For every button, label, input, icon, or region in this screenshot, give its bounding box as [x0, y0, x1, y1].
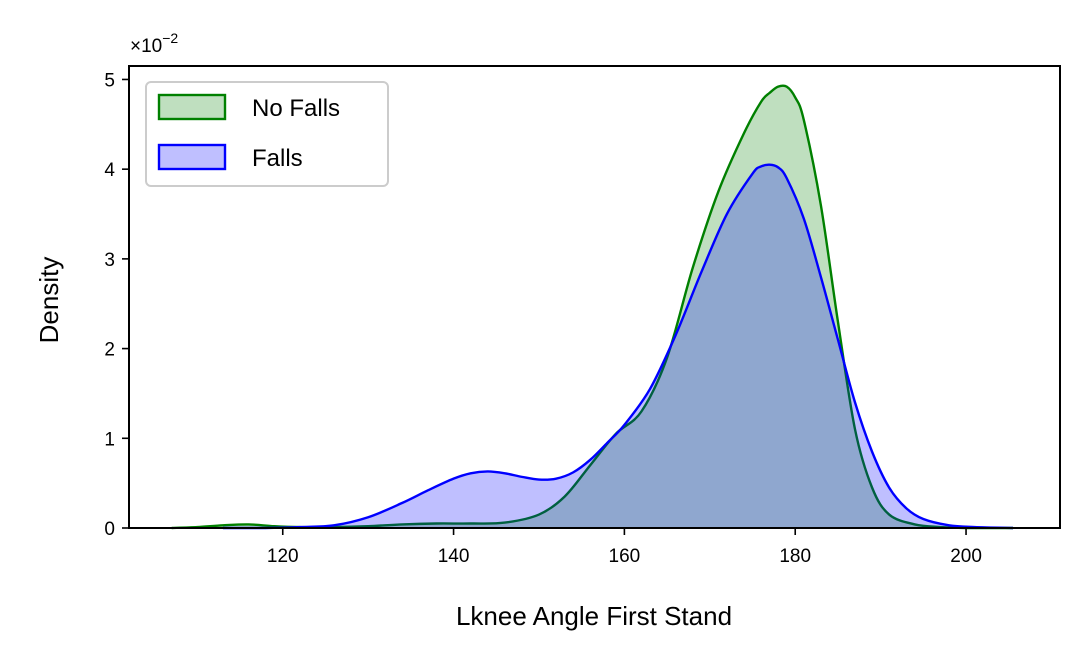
y-offset-label: ×10−2 [130, 30, 178, 57]
area-falls [222, 164, 1014, 528]
x-tick-label: 200 [950, 546, 982, 567]
y-tick-label: 5 [104, 70, 115, 91]
line-falls [222, 163, 1014, 530]
x-tick-label: 160 [609, 546, 641, 567]
x-axis-label: Lknee Angle First Stand [456, 601, 732, 631]
x-axis-ticks: 120 140 160 180 200 [267, 528, 982, 567]
y-tick-label: 1 [104, 429, 115, 450]
y-tick-label: 4 [104, 160, 115, 181]
legend-box [145, 81, 389, 187]
legend-label-no-falls: No Falls [252, 95, 340, 122]
legend-label-falls: Falls [252, 145, 303, 172]
plot-frame [128, 65, 1061, 529]
y-tick-label: 2 [104, 340, 115, 361]
y-tick-label: 0 [104, 519, 115, 540]
x-tick-label: 180 [779, 546, 811, 567]
y-axis-ticks: 0 1 2 3 4 5 [104, 70, 129, 540]
legend-swatch-no-falls [157, 93, 227, 121]
x-tick-label: 120 [267, 546, 299, 567]
area-no-falls [171, 85, 1014, 528]
x-tick-label: 140 [438, 546, 470, 567]
y-axis-label: Density [34, 257, 64, 344]
y-tick-label: 3 [104, 250, 115, 271]
legend: No Falls Falls [145, 81, 389, 187]
legend-swatch-falls [157, 143, 227, 171]
